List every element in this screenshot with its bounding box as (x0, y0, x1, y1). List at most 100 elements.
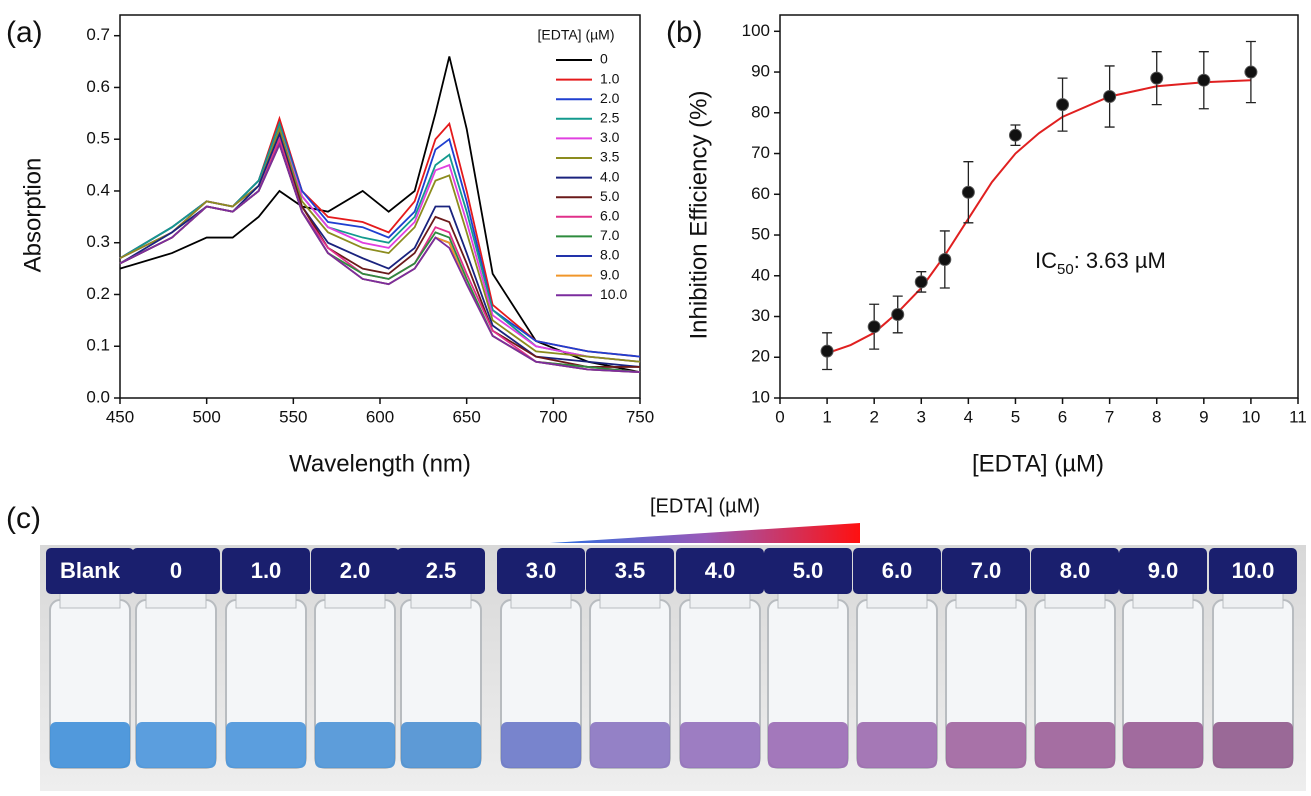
data-point (1150, 71, 1164, 85)
vial-label: 3.0 (526, 558, 557, 583)
legend-label: 1.0 (600, 70, 620, 86)
x-tick-label: 550 (279, 407, 307, 426)
legend-label: 9.0 (600, 266, 620, 282)
vial-liquid (857, 722, 937, 768)
legend-label: 7.0 (600, 227, 620, 243)
vial-label: 3.5 (615, 558, 646, 583)
y-axis-label: Inhibition Efficiency (%) (685, 91, 712, 340)
vial-label: 2.5 (426, 558, 457, 583)
vial-cap (132, 548, 220, 594)
x-tick-label: 9 (1199, 407, 1208, 426)
vial-label: 1.0 (251, 558, 282, 583)
vial-cap (676, 548, 764, 594)
x-tick-label: 1 (822, 407, 831, 426)
vial-cap (1209, 548, 1297, 594)
legend-label: 8.0 (600, 247, 620, 263)
data-point (914, 275, 928, 289)
vial-cap (1119, 548, 1207, 594)
x-axis-label: Wavelength (nm) (289, 450, 471, 477)
y-tick-label: 0.7 (86, 25, 110, 44)
vial-label: 2.0 (340, 558, 371, 583)
y-tick-label: 20 (751, 347, 770, 366)
vial-cap (853, 548, 941, 594)
data-point (1008, 128, 1022, 142)
vial-liquid (590, 722, 670, 768)
vial-label: 4.0 (705, 558, 736, 583)
y-tick-label: 50 (751, 225, 770, 244)
data-point (961, 185, 975, 199)
data-point (820, 344, 834, 358)
x-tick-label: 0 (775, 407, 784, 426)
y-tick-label: 10 (751, 387, 770, 406)
vial-label: 5.0 (793, 558, 824, 583)
vial-liquid (315, 722, 395, 768)
vial-liquid (50, 722, 130, 768)
data-point (938, 252, 952, 266)
legend-label: 2.0 (600, 90, 620, 106)
panel-label: (a) (6, 16, 43, 49)
vial-cap (942, 548, 1030, 594)
plot-frame (779, 14, 1299, 399)
vial-liquid (1123, 722, 1203, 768)
vial-cap (397, 548, 485, 594)
legend-label: 6.0 (600, 208, 620, 224)
x-tick-label: 10 (1241, 407, 1260, 426)
vial-liquid (768, 722, 848, 768)
y-tick-label: 40 (751, 265, 770, 284)
vial-liquid (680, 722, 760, 768)
y-tick-label: 0.0 (86, 387, 110, 406)
gradient-label: [EDTA] (µM) (650, 495, 760, 517)
annotation: IC50: 3.63 µM (1035, 248, 1166, 279)
vial-label: 0 (170, 558, 182, 583)
vial-cap (46, 548, 134, 594)
y-tick-label: 0.2 (86, 284, 110, 303)
spectrum-line (119, 115, 641, 358)
x-tick-label: 4 (964, 407, 973, 426)
x-tick-label: 7 (1105, 407, 1114, 426)
data-point (1056, 98, 1070, 112)
data-point (1197, 73, 1211, 87)
y-tick-label: 0.6 (86, 77, 110, 96)
y-tick-label: 90 (751, 62, 770, 81)
data-point (867, 320, 881, 334)
vial-liquid (946, 722, 1026, 768)
vial-liquid (1035, 722, 1115, 768)
annotation-part: 50 (1057, 261, 1074, 278)
spectrum-line (119, 120, 641, 363)
annotation-part: IC (1035, 248, 1057, 273)
y-tick-label: 100 (742, 21, 770, 40)
data-point (1244, 65, 1258, 79)
panel-label: (c) (6, 502, 41, 535)
data-point (1103, 89, 1117, 103)
y-tick-label: 80 (751, 102, 770, 121)
vial-label: 10.0 (1232, 558, 1275, 583)
x-tick-label: 2 (869, 407, 878, 426)
vial-cap (1031, 548, 1119, 594)
spectrum-line (119, 136, 640, 368)
vial-liquid (226, 722, 306, 768)
spectrum-line (119, 126, 641, 363)
vials: Blank 0 1.0 2.0 2.5 3.0 3.5 4.0 5.0 6.0 7.0 8.0 9.0 1… (46, 548, 1297, 769)
panel-label: (b) (666, 16, 703, 49)
legend-label: 0 (600, 51, 608, 67)
data-point (891, 307, 905, 321)
vial-cap (497, 548, 585, 594)
x-tick-label: 8 (1152, 407, 1161, 426)
vial-cap (222, 548, 310, 594)
legend-label: 10.0 (600, 286, 627, 302)
vial-cap (586, 548, 674, 594)
vial-label: Blank (60, 558, 121, 583)
plot-frame (119, 14, 641, 399)
x-tick-label: 600 (366, 407, 394, 426)
x-tick-label: 650 (452, 407, 480, 426)
vial-label: 6.0 (882, 558, 913, 583)
legend-label: 2.5 (600, 110, 620, 126)
gradient-wedge (550, 523, 860, 543)
spectrum-line (119, 126, 641, 363)
x-tick-label: 450 (106, 407, 134, 426)
y-tick-label: 30 (751, 306, 770, 325)
legend-label: 3.0 (600, 129, 620, 145)
x-axis-label: [EDTA] (µM) (972, 450, 1104, 477)
y-tick-label: 0.5 (86, 129, 110, 148)
